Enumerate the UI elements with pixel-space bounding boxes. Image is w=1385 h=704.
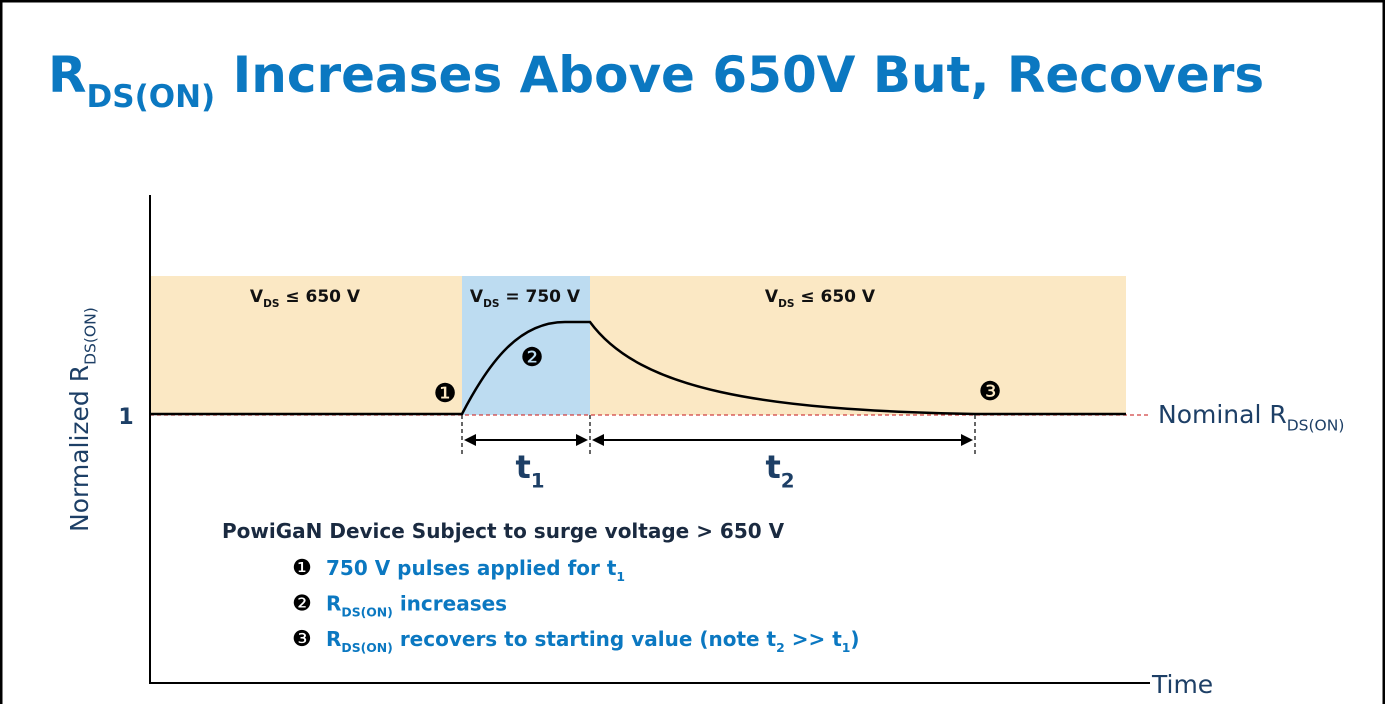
- text-run: Increases Above 650V But, Recovers: [215, 46, 1264, 104]
- text-run: PowiGaN Device Subject to surge voltage …: [222, 519, 785, 543]
- text-run: V: [250, 287, 264, 307]
- text-run: Normalized R: [65, 365, 94, 532]
- text-run: t: [515, 448, 530, 486]
- interval-label: t1: [515, 448, 544, 493]
- title: RDS(ON) Increases Above 650V But, Recove…: [48, 46, 1264, 115]
- note-marker: ❶: [292, 556, 312, 581]
- marker: ❷: [520, 343, 543, 373]
- note-marker: ❷: [292, 592, 312, 617]
- region-surge: [462, 276, 590, 415]
- region-low: [590, 276, 1126, 415]
- text-run: t: [765, 448, 780, 486]
- region-label: VDS ≤ 650 V: [250, 287, 361, 310]
- note-text: RDS(ON) recovers to starting value (note…: [326, 627, 860, 655]
- text-run: Time: [1151, 670, 1213, 699]
- subscript: DS(ON): [1287, 417, 1345, 435]
- subscript: DS(ON): [341, 605, 392, 620]
- subscript: 1: [531, 470, 545, 493]
- subscript: 2: [781, 470, 795, 493]
- region-label: VDS ≤ 650 V: [765, 287, 876, 310]
- note-marker: ❸: [292, 627, 312, 652]
- text-run: = 750 V: [499, 287, 580, 307]
- region-low: [150, 276, 462, 415]
- region-label: VDS = 750 V: [470, 287, 581, 310]
- text-run: V: [765, 287, 779, 307]
- text-run: R: [326, 627, 341, 651]
- subscript: 1: [842, 640, 851, 655]
- note-text: 750 V pulses applied for t1: [326, 556, 625, 584]
- text-run: 750 V pulses applied for t: [326, 556, 617, 580]
- subscript: DS: [263, 298, 279, 310]
- interval-arrows: [464, 434, 973, 446]
- subscript: DS(ON): [82, 307, 100, 365]
- text-run: increases: [393, 592, 507, 616]
- text-run: ≤ 650 V: [794, 287, 875, 307]
- marker: ❶: [433, 379, 456, 409]
- text-run: ): [850, 627, 859, 651]
- subscript: 2: [776, 640, 785, 655]
- text-run: Nominal R: [1158, 400, 1287, 429]
- text-run: R: [48, 46, 87, 104]
- interval-label: t2: [765, 448, 794, 493]
- y-axis-label: Normalized RDS(ON): [65, 307, 100, 532]
- marker: ❸: [978, 377, 1001, 407]
- rdson-curve: [150, 320, 1126, 416]
- subscript: 1: [616, 569, 625, 584]
- y-tick-label: 1: [118, 405, 133, 430]
- x-axis-label: Time: [1151, 670, 1213, 699]
- subscript: DS: [483, 298, 499, 310]
- subscript: DS(ON): [87, 79, 216, 115]
- note-text: RDS(ON) increases: [326, 592, 507, 620]
- text-run: V: [470, 287, 484, 307]
- text-run: ≤ 650 V: [279, 287, 360, 307]
- subscript: DS: [778, 298, 794, 310]
- text-run: R: [326, 592, 341, 616]
- nominal-label: Nominal RDS(ON): [1158, 400, 1344, 435]
- subscript: DS(ON): [341, 640, 392, 655]
- notes-heading: PowiGaN Device Subject to surge voltage …: [222, 519, 785, 543]
- text-run: >> t: [785, 627, 842, 651]
- text-run: recovers to starting value (note t: [393, 627, 777, 651]
